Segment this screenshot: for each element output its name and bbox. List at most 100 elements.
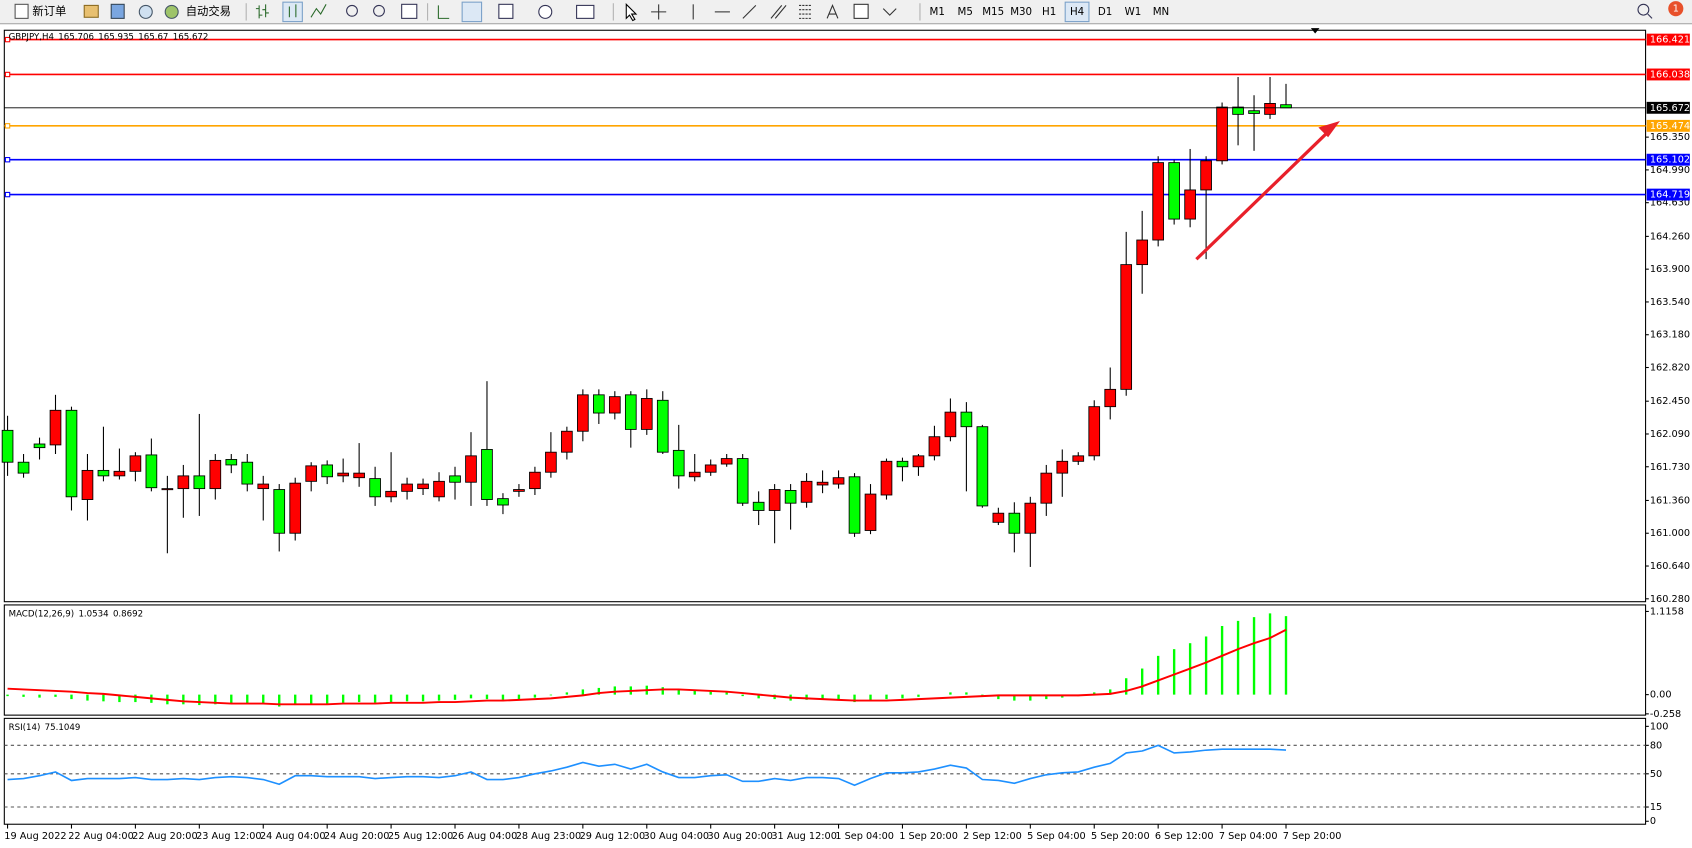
candle-body	[688, 471, 701, 478]
x-tick-label: 7 Sep 04:00	[1219, 831, 1278, 842]
timeframe-button[interactable]: MN	[1153, 6, 1170, 18]
x-tick-label: 28 Aug 23:00	[516, 831, 582, 842]
shift-button[interactable]	[461, 1, 483, 23]
chart-shift-marker[interactable]	[1310, 28, 1320, 34]
bar-chart-button[interactable]	[255, 4, 269, 19]
new-order-icon[interactable]	[14, 3, 29, 19]
candle-body	[81, 469, 94, 500]
candle-body	[992, 512, 1005, 523]
arrows-button[interactable]	[882, 8, 897, 16]
candle-body	[257, 483, 270, 490]
scroll-button[interactable]	[437, 5, 450, 19]
level-handle	[4, 36, 11, 43]
x-tick-label: 1 Sep 20:00	[899, 831, 958, 842]
timeframe-button[interactable]: M1	[930, 6, 945, 18]
candle-body	[273, 489, 286, 534]
level-label-bg	[1646, 119, 1690, 132]
candle-body	[337, 472, 349, 477]
candle-chart-button[interactable]	[282, 1, 303, 23]
x-tick-label: 29 Aug 12:00	[580, 831, 646, 842]
icon[interactable]	[83, 4, 99, 18]
candle-body	[97, 469, 110, 477]
candle-body	[417, 483, 429, 490]
candle-body	[593, 394, 605, 414]
trendline-button[interactable]	[742, 5, 757, 19]
candle-body	[385, 490, 397, 498]
timeframe-button[interactable]: H4	[1070, 6, 1084, 18]
icon[interactable]	[138, 4, 153, 19]
rsi-line	[7, 744, 1287, 787]
candle-body	[1200, 160, 1212, 191]
auto-trade-button[interactable]: 自动交易	[186, 4, 231, 18]
header-value: 165.67	[138, 32, 168, 42]
x-tick-label: 22 Aug 04:00	[68, 831, 134, 842]
y-tick-label: 163.540	[1650, 297, 1690, 308]
timeframe-button[interactable]: M15	[982, 6, 1004, 18]
cursor-button[interactable]	[625, 3, 638, 22]
icon[interactable]	[110, 3, 125, 19]
candle-body	[161, 488, 174, 491]
x-tick-label: 7 Sep 20:00	[1283, 831, 1342, 842]
toolbar: 新订单 自动交易 M1 M5 M15 M30 H1 H4 D1 W1 MN	[0, 0, 1692, 25]
search-button[interactable]	[1637, 3, 1650, 16]
candle-body	[321, 464, 334, 478]
notification-badge[interactable]	[1668, 1, 1684, 17]
candle-body	[193, 475, 206, 490]
level-handle	[4, 71, 11, 78]
x-tick-label: 22 Aug 20:00	[132, 831, 198, 842]
candle-body	[672, 449, 685, 477]
templates-button[interactable]	[576, 4, 595, 19]
candle-body	[848, 476, 861, 534]
candle-body	[1248, 110, 1260, 114]
candle-body	[624, 394, 637, 430]
zoom-out-button[interactable]	[373, 4, 385, 17]
header-value: GBPJPY,H4	[9, 32, 54, 42]
indicators-button[interactable]	[498, 3, 514, 19]
header-value: 0.8692	[113, 609, 143, 619]
x-tick-label: 1 Sep 04:00	[835, 831, 894, 842]
candle-body	[17, 461, 30, 474]
crosshair-button[interactable]	[651, 4, 667, 20]
candle-body	[1072, 455, 1085, 462]
candle-body	[752, 501, 765, 511]
fibo-button[interactable]	[799, 4, 812, 19]
timeframe-button[interactable]: H1	[1042, 6, 1056, 18]
level-handle	[4, 123, 11, 129]
periods-button[interactable]	[538, 4, 553, 19]
candle-body	[816, 481, 829, 486]
timeframe-button[interactable]: M5	[958, 6, 973, 18]
y-tick-label: 161.360	[1650, 495, 1690, 506]
candle-body	[33, 443, 46, 449]
y-tick-label: 0.00	[1650, 690, 1672, 701]
timeframe-button[interactable]: D1	[1098, 6, 1112, 18]
tile-button[interactable]	[401, 3, 418, 19]
candle-body	[1168, 162, 1180, 220]
toolbar-bg	[0, 0, 1692, 24]
level-label: 165.102	[1650, 155, 1690, 166]
candle-body	[896, 460, 909, 468]
candle-body	[241, 461, 254, 485]
text-button[interactable]	[826, 3, 839, 19]
timeframe-button[interactable]: W1	[1125, 6, 1142, 18]
y-tick-label: 163.900	[1650, 264, 1690, 275]
rsi-pane	[3, 717, 1647, 825]
candle-body	[912, 455, 925, 468]
zoom-in-button[interactable]	[346, 4, 358, 17]
y-tick-label: 164.990	[1650, 165, 1690, 176]
candle-body	[1120, 264, 1133, 390]
y-tick-label: 164.260	[1650, 231, 1690, 242]
candle-body	[1136, 239, 1149, 266]
channel-button[interactable]	[770, 5, 787, 19]
candle-body	[353, 472, 365, 479]
timeframes: M1 M5 M15 M30 H1 H4 D1 W1 MN	[930, 1, 1170, 23]
candle-body	[1184, 189, 1196, 220]
y-tick-label: 162.450	[1650, 396, 1690, 407]
label-button[interactable]	[853, 3, 869, 19]
auto-trade-icon[interactable]	[164, 4, 179, 19]
new-order-button[interactable]: 新订单	[32, 4, 66, 18]
price-label: 165.672	[1650, 103, 1690, 114]
candle-body	[209, 459, 222, 490]
x-tick-label: 5 Sep 20:00	[1091, 831, 1150, 842]
timeframe-button[interactable]: M30	[1010, 6, 1032, 18]
line-chart-button[interactable]	[310, 4, 327, 18]
